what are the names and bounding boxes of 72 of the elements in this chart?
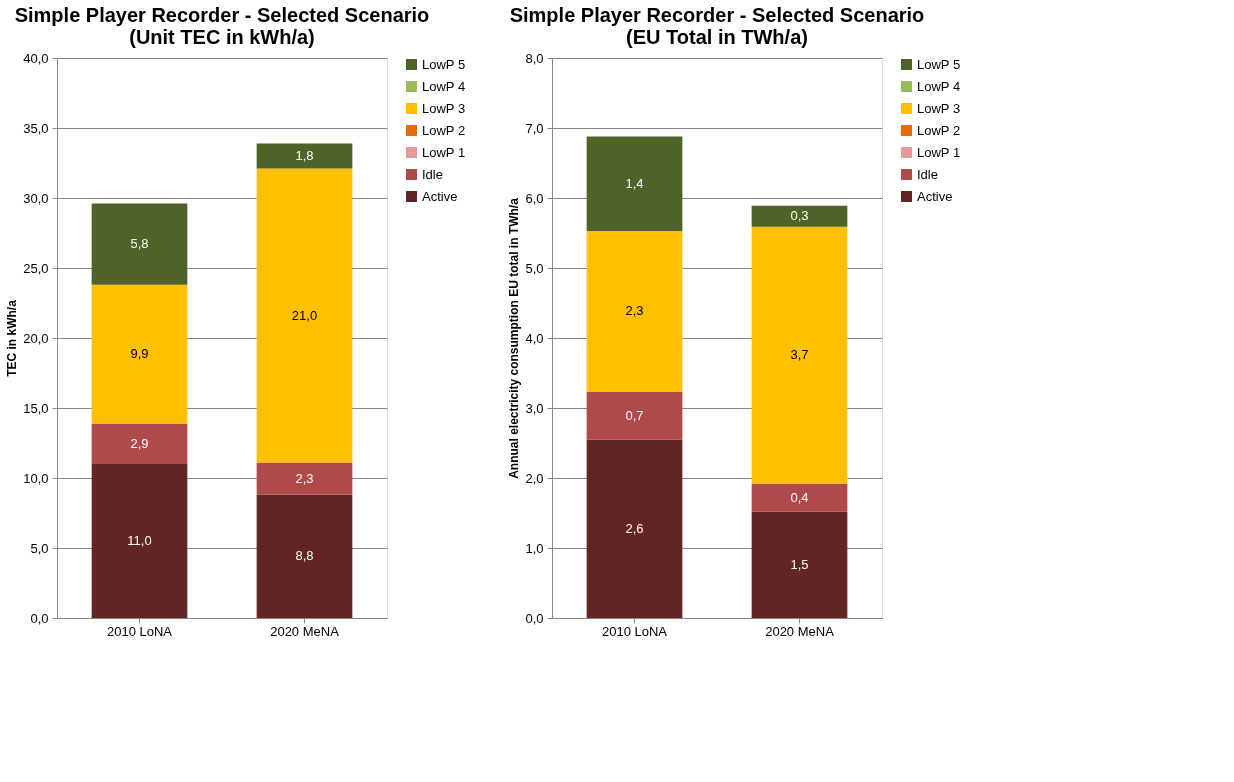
bar <box>91 284 188 424</box>
legend-label: LowP 4 <box>917 78 961 94</box>
y-tick-label: 40,0 <box>23 50 49 66</box>
legend-label: LowP 1 <box>422 144 466 160</box>
x-tick-label: 2020 MeNA <box>765 623 835 639</box>
data-label: 0,4 <box>790 489 809 505</box>
y-tick-label: 15,0 <box>23 400 49 416</box>
y-tick-label: 3,0 <box>525 400 544 416</box>
y-tick-label: 30,0 <box>23 190 49 206</box>
legend-label: LowP 1 <box>917 144 961 160</box>
bar <box>751 483 848 512</box>
y-tick-label: 35,0 <box>23 120 49 136</box>
chart-title: Simple Player Recorder - Selected Scenario (EU Total in TWh/a) <box>509 4 925 48</box>
y-tick-label: 7,0 <box>525 120 544 136</box>
data-label: 0,7 <box>625 407 644 423</box>
y-tick-label: 5,0 <box>525 260 544 276</box>
y-axis-title: TEC in kWh/a <box>5 299 20 377</box>
bar <box>256 143 353 169</box>
legend-label: LowP 5 <box>422 56 466 72</box>
legend-label: Idle <box>422 166 443 182</box>
data-label: 2,6 <box>625 520 644 536</box>
data-label: 21,0 <box>291 307 318 323</box>
data-label: 1,4 <box>625 175 644 191</box>
legend-label: LowP 5 <box>917 56 961 72</box>
bar <box>256 462 353 495</box>
bar <box>256 168 353 463</box>
bar <box>751 226 848 484</box>
data-label: 2,9 <box>130 435 149 451</box>
data-label: 1,5 <box>790 556 809 572</box>
data-label: 3,7 <box>790 347 809 363</box>
data-label: 2,3 <box>295 470 314 486</box>
y-tick-label: 20,0 <box>23 330 49 346</box>
legend-label: LowP 4 <box>422 78 466 94</box>
y-tick-label: 6,0 <box>525 190 544 206</box>
bar <box>91 464 188 618</box>
y-tick-label: 5,0 <box>30 540 49 556</box>
data-label: 8,8 <box>295 548 314 564</box>
y-tick-label: 2,0 <box>525 470 544 486</box>
bar <box>586 230 683 392</box>
y-tick-label: 1,0 <box>525 540 544 556</box>
x-tick-label: 2020 MeNA <box>270 623 340 639</box>
bar <box>751 511 848 618</box>
bar <box>256 494 353 618</box>
data-label: 9,9 <box>130 346 149 362</box>
bar <box>586 136 683 231</box>
legend-label: Active <box>917 188 953 204</box>
bar <box>751 205 848 227</box>
x-tick-label: 2010 LoNA <box>106 623 173 639</box>
data-label: 2,3 <box>625 303 644 319</box>
bar <box>91 203 188 285</box>
x-tick-label: 2010 LoNA <box>601 623 668 639</box>
legend-label: LowP 2 <box>422 122 466 138</box>
legend-label: Idle <box>917 166 938 182</box>
legend-label: LowP 2 <box>917 122 961 138</box>
data-label: 0,3 <box>790 208 809 224</box>
bar <box>586 439 683 618</box>
legend-label: LowP 3 <box>917 100 961 116</box>
legend-label: LowP 3 <box>422 100 466 116</box>
y-tick-label: 10,0 <box>23 470 49 486</box>
bar <box>586 391 683 440</box>
y-tick-label: 0,0 <box>30 610 49 626</box>
y-tick-label: 0,0 <box>525 610 544 626</box>
y-tick-label: 4,0 <box>525 330 544 346</box>
bar <box>91 423 188 464</box>
y-tick-label: 8,0 <box>525 50 544 66</box>
legend-label: Active <box>422 188 458 204</box>
y-axis-title: Annual electricity consumption EU total in TWh/a <box>507 197 522 479</box>
data-label: 5,8 <box>130 236 149 252</box>
data-label: 1,8 <box>295 148 314 163</box>
chart-title: Simple Player Recorder - Selected Scenario (Unit TEC in kWh/a) <box>14 4 430 48</box>
data-label: 11,0 <box>127 533 152 548</box>
y-tick-label: 25,0 <box>23 260 49 276</box>
